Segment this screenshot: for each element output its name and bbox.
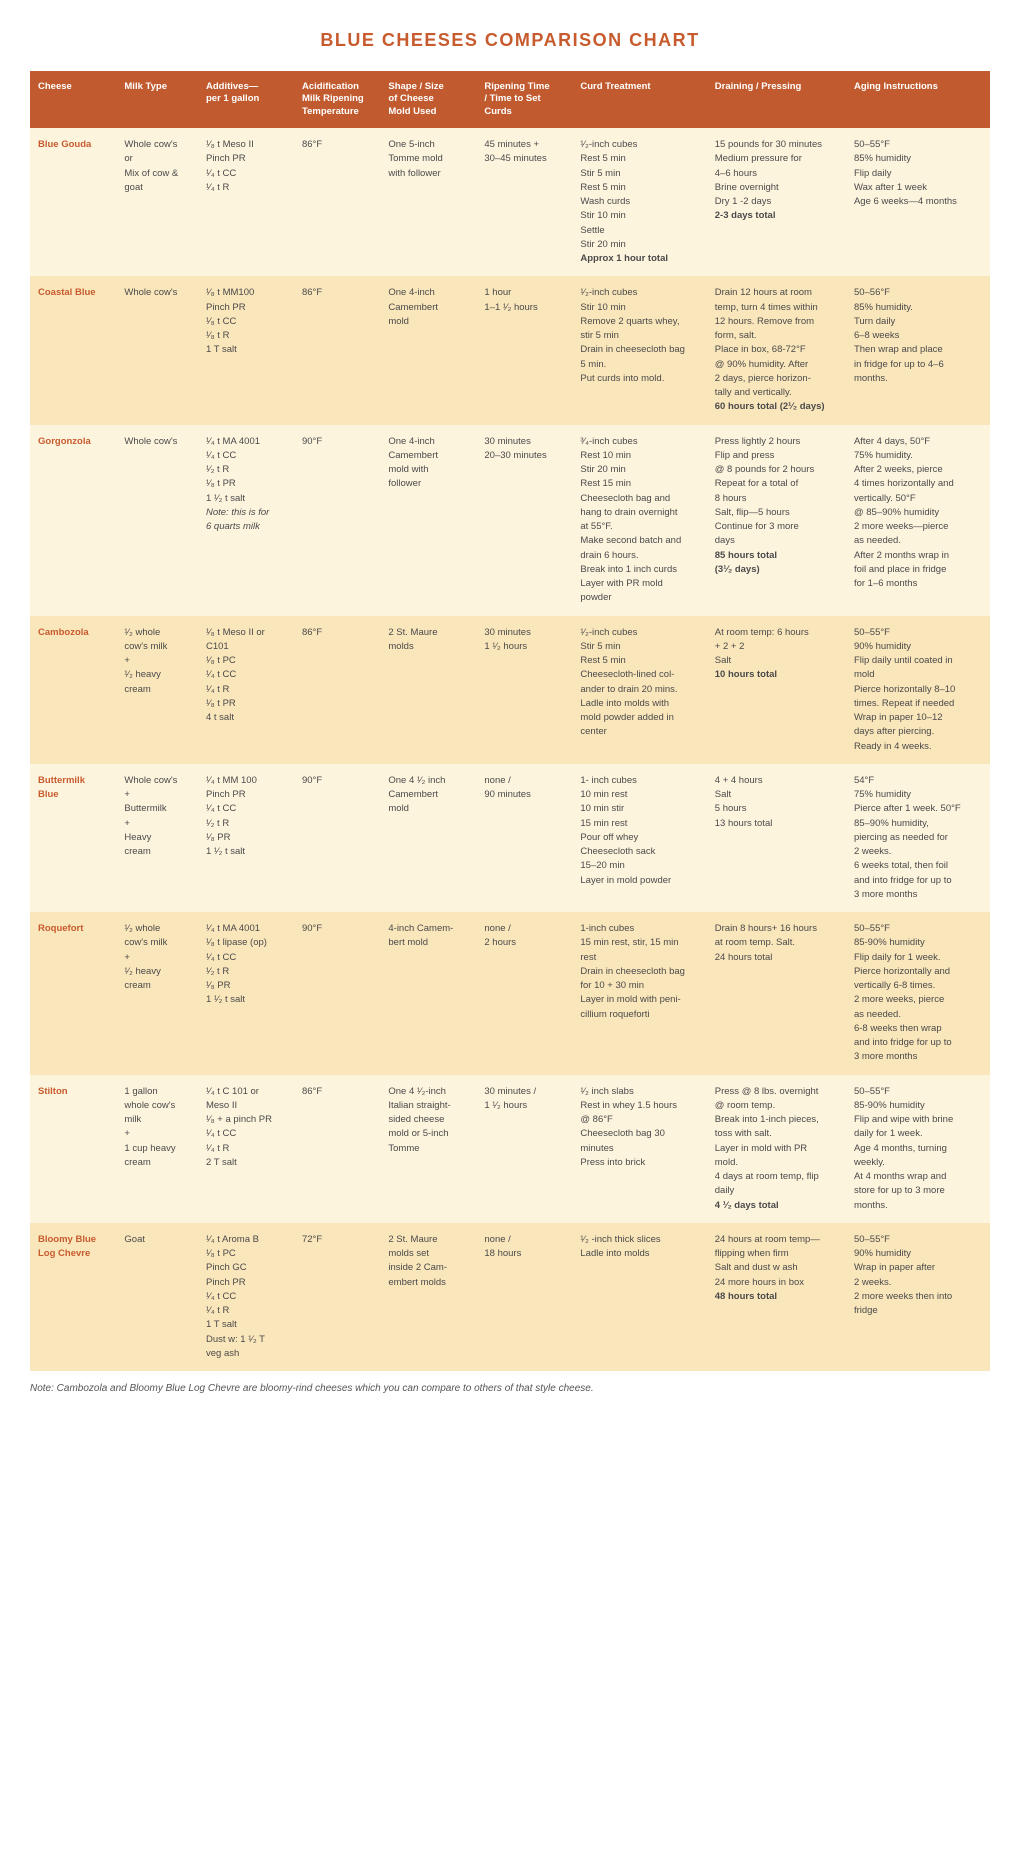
table-cell: ¹⁄₂ wholecow's milk+¹⁄₂ heavycream [116, 912, 198, 1075]
table-cell: 50–55°F85-90% humidityFlip daily for 1 w… [846, 912, 990, 1075]
table-cell: Drain 12 hours at roomtemp, turn 4 times… [707, 276, 846, 424]
table-cell: ¹⁄₂ -inch thick slicesLadle into molds [572, 1223, 706, 1371]
table-cell: Drain 8 hours+ 16 hoursat room temp. Sal… [707, 912, 846, 1075]
cheese-name: Gorgonzola [30, 425, 116, 616]
table-cell: 86°F [294, 128, 380, 276]
table-cell: ¹⁄₄ t C 101 orMeso II¹⁄₈ + a pinch PR¹⁄₄… [198, 1075, 294, 1223]
table-cell: One 4 ¹⁄₂-inchItalian straight-sided che… [380, 1075, 476, 1223]
footnote: Note: Cambozola and Bloomy Blue Log Chev… [30, 1383, 990, 1394]
table-cell: 1- inch cubes10 min rest10 min stir15 mi… [572, 764, 706, 912]
table-cell: 90°F [294, 425, 380, 616]
table-header: CheeseMilk TypeAdditives—per 1 gallonAci… [30, 71, 990, 128]
cheese-name: Roquefort [30, 912, 116, 1075]
table-cell: ¹⁄₄ t Aroma B¹⁄₈ t PCPinch GCPinch PR¹⁄₄… [198, 1223, 294, 1371]
table-row: GorgonzolaWhole cow's¹⁄₄ t MA 4001¹⁄₄ t … [30, 425, 990, 616]
table-cell: Press @ 8 lbs. overnight@ room temp.Brea… [707, 1075, 846, 1223]
cheese-name: Cambozola [30, 616, 116, 764]
table-cell: 24 hours at room temp—flipping when firm… [707, 1223, 846, 1371]
table-cell: After 4 days, 50°F75% humidity.After 2 w… [846, 425, 990, 616]
table-cell: 45 minutes +30–45 minutes [476, 128, 572, 276]
table-row: Cambozola¹⁄₂ wholecow's milk+¹⁄₂ heavycr… [30, 616, 990, 764]
table-cell: One 5-inchTomme moldwith follower [380, 128, 476, 276]
table-body: Blue GoudaWhole cow'sorMix of cow &goat¹… [30, 128, 990, 1371]
table-cell: Goat [116, 1223, 198, 1371]
table-cell: 50–55°F90% humidityFlip daily until coat… [846, 616, 990, 764]
table-row: Stilton1 gallonwhole cow'smilk+1 cup hea… [30, 1075, 990, 1223]
table-cell: 4-inch Camem-bert mold [380, 912, 476, 1075]
table-cell: Whole cow's+Buttermilk+Heavycream [116, 764, 198, 912]
table-cell: 54°F75% humidityPierce after 1 week. 50°… [846, 764, 990, 912]
table-cell: 50–56°F85% humidity.Turn daily6–8 weeksT… [846, 276, 990, 424]
table-cell: At room temp: 6 hours+ 2 + 2Salt10 hours… [707, 616, 846, 764]
table-cell: One 4 ¹⁄₂ inchCamembertmold [380, 764, 476, 912]
table-cell: ¹⁄₂ wholecow's milk+¹⁄₂ heavycream [116, 616, 198, 764]
column-header: Shape / Sizeof CheeseMold Used [380, 71, 476, 128]
table-cell: Whole cow's [116, 425, 198, 616]
table-cell: Whole cow's [116, 276, 198, 424]
table-cell: 50–55°F85% humidityFlip dailyWax after 1… [846, 128, 990, 276]
table-cell: 86°F [294, 276, 380, 424]
table-row: ButtermilkBlueWhole cow's+Buttermilk+Hea… [30, 764, 990, 912]
table-cell: none /18 hours [476, 1223, 572, 1371]
table-cell: 15 pounds for 30 minutesMedium pressure … [707, 128, 846, 276]
table-cell: none /90 minutes [476, 764, 572, 912]
table-cell: ¹⁄₄ t MA 4001¹⁄₄ t CC¹⁄₂ t R¹⁄₈ t PR1 ¹⁄… [198, 425, 294, 616]
table-row: Coastal BlueWhole cow's¹⁄₈ t MM100Pinch … [30, 276, 990, 424]
table-cell: 90°F [294, 764, 380, 912]
table-cell: 50–55°F90% humidityWrap in paper after2 … [846, 1223, 990, 1371]
table-cell: ¹⁄₂ inch slabsRest in whey 1.5 hours@ 86… [572, 1075, 706, 1223]
table-cell: 90°F [294, 912, 380, 1075]
table-cell: ¹⁄₂-inch cubesStir 10 minRemove 2 quarts… [572, 276, 706, 424]
table-cell: 50–55°F85-90% humidityFlip and wipe with… [846, 1075, 990, 1223]
table-row: Bloomy BlueLog ChevreGoat¹⁄₄ t Aroma B¹⁄… [30, 1223, 990, 1371]
page-title: BLUE CHEESES COMPARISON CHART [30, 30, 990, 51]
table-cell: none /2 hours [476, 912, 572, 1075]
table-cell: Whole cow'sorMix of cow &goat [116, 128, 198, 276]
table-cell: ¹⁄₄ t MA 4001¹⁄₈ t lipase (op)¹⁄₄ t CC¹⁄… [198, 912, 294, 1075]
column-header: Aging Instructions [846, 71, 990, 128]
table-cell: One 4-inchCamembertmold withfollower [380, 425, 476, 616]
table-row: Blue GoudaWhole cow'sorMix of cow &goat¹… [30, 128, 990, 276]
table-cell: 2 St. Mauremolds [380, 616, 476, 764]
column-header: Draining / Pressing [707, 71, 846, 128]
table-cell: ¹⁄₈ t Meso II orC101¹⁄₈ t PC¹⁄₄ t CC¹⁄₄ … [198, 616, 294, 764]
table-row: Roquefort¹⁄₂ wholecow's milk+¹⁄₂ heavycr… [30, 912, 990, 1075]
table-cell: 30 minutes20–30 minutes [476, 425, 572, 616]
table-cell: 1 hour1–1 ¹⁄₂ hours [476, 276, 572, 424]
table-cell: 86°F [294, 616, 380, 764]
column-header: Additives—per 1 gallon [198, 71, 294, 128]
table-cell: ¹⁄₄ t MM 100Pinch PR¹⁄₄ t CC¹⁄₂ t R¹⁄₈ P… [198, 764, 294, 912]
table-cell: One 4-inchCamembertmold [380, 276, 476, 424]
table-cell: Press lightly 2 hoursFlip and press@ 8 p… [707, 425, 846, 616]
column-header: Milk Type [116, 71, 198, 128]
table-cell: ¹⁄₂-inch cubesRest 5 minStir 5 minRest 5… [572, 128, 706, 276]
table-cell: 86°F [294, 1075, 380, 1223]
table-cell: ¹⁄₈ t Meso IIPinch PR¹⁄₄ t CC¹⁄₄ t R [198, 128, 294, 276]
cheese-name: Blue Gouda [30, 128, 116, 276]
table-cell: 1 gallonwhole cow'smilk+1 cup heavycream [116, 1075, 198, 1223]
column-header: Curd Treatment [572, 71, 706, 128]
cheese-name: Bloomy BlueLog Chevre [30, 1223, 116, 1371]
comparison-table: CheeseMilk TypeAdditives—per 1 gallonAci… [30, 71, 990, 1371]
cheese-name: ButtermilkBlue [30, 764, 116, 912]
table-cell: 30 minutes1 ¹⁄₂ hours [476, 616, 572, 764]
table-cell: 1-inch cubes15 min rest, stir, 15 minres… [572, 912, 706, 1075]
table-cell: ³⁄₄-inch cubesRest 10 minStir 20 minRest… [572, 425, 706, 616]
table-cell: ¹⁄₂-inch cubesStir 5 minRest 5 minCheese… [572, 616, 706, 764]
cheese-name: Stilton [30, 1075, 116, 1223]
column-header: Cheese [30, 71, 116, 128]
table-cell: 72°F [294, 1223, 380, 1371]
table-cell: 4 + 4 hoursSalt5 hours13 hours total [707, 764, 846, 912]
cheese-name: Coastal Blue [30, 276, 116, 424]
table-cell: 2 St. Mauremolds setinside 2 Cam-embert … [380, 1223, 476, 1371]
column-header: AcidificationMilk RipeningTemperature [294, 71, 380, 128]
table-cell: 30 minutes /1 ¹⁄₂ hours [476, 1075, 572, 1223]
table-cell: ¹⁄₈ t MM100Pinch PR¹⁄₈ t CC¹⁄₈ t R1 T sa… [198, 276, 294, 424]
column-header: Ripening Time/ Time to SetCurds [476, 71, 572, 128]
